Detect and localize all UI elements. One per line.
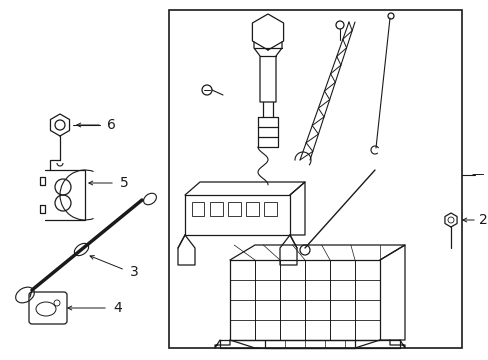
Text: — 1: — 1 bbox=[471, 168, 488, 181]
Bar bbox=[227, 202, 241, 216]
Bar bbox=[264, 202, 276, 216]
Text: 2: 2 bbox=[478, 213, 487, 227]
Bar bbox=[169, 10, 461, 348]
Text: 4: 4 bbox=[113, 301, 122, 315]
Bar bbox=[192, 202, 203, 216]
Text: 5: 5 bbox=[120, 176, 128, 190]
Bar bbox=[209, 202, 223, 216]
Text: 3: 3 bbox=[130, 265, 139, 279]
Text: 6: 6 bbox=[107, 118, 116, 132]
Bar bbox=[245, 202, 259, 216]
